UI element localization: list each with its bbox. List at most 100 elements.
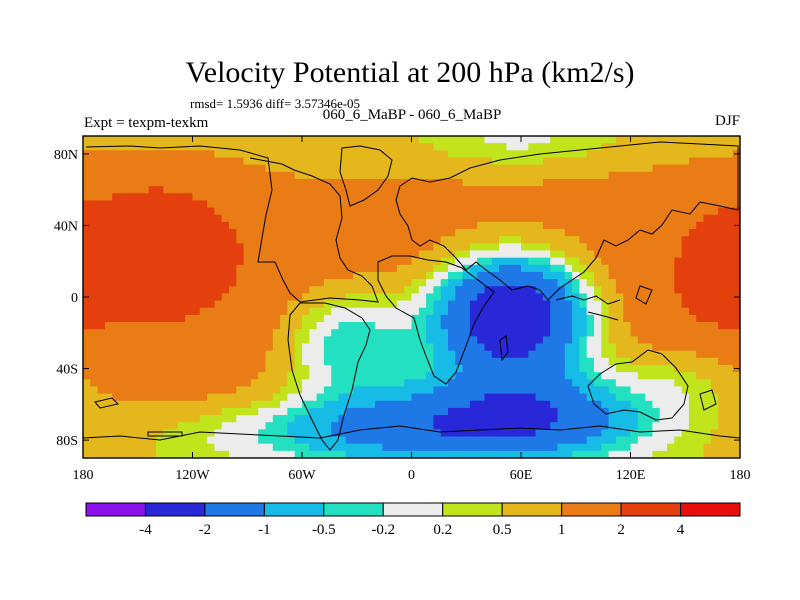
field-cell xyxy=(462,229,471,237)
field-cell xyxy=(630,221,639,230)
field-cell xyxy=(557,422,566,430)
field-cell xyxy=(513,150,522,159)
field-cell xyxy=(557,271,566,280)
field-cell xyxy=(703,214,712,223)
field-cell xyxy=(112,250,121,259)
field-cell xyxy=(623,164,632,173)
field-cell xyxy=(732,207,740,216)
field-cell xyxy=(389,229,398,237)
field-cell xyxy=(192,379,201,388)
field-cell xyxy=(229,264,237,273)
field-cell xyxy=(199,422,208,430)
field-cell xyxy=(448,157,456,166)
field-cell xyxy=(623,178,632,187)
field-cell xyxy=(688,329,697,337)
field-cell xyxy=(557,329,566,337)
field-cell xyxy=(557,429,566,438)
field-cell xyxy=(645,407,653,416)
field-cell xyxy=(455,393,464,402)
field-cell xyxy=(207,357,215,366)
field-cell xyxy=(148,157,157,166)
field-cell xyxy=(375,221,383,230)
field-cell xyxy=(375,293,383,302)
field-cell xyxy=(506,164,515,173)
field-cell xyxy=(564,429,573,438)
field-cell xyxy=(119,443,128,452)
field-cell xyxy=(287,186,296,194)
field-cell xyxy=(243,229,252,237)
field-cell xyxy=(615,207,624,216)
field-cell xyxy=(586,243,595,252)
field-cell xyxy=(637,300,646,309)
field-cell xyxy=(396,314,405,323)
field-cell xyxy=(294,450,303,458)
field-cell xyxy=(462,250,471,259)
field-cell xyxy=(83,193,91,201)
field-cell xyxy=(126,243,135,252)
field-cell xyxy=(469,136,478,144)
field-cell xyxy=(696,221,705,230)
field-cell xyxy=(375,271,383,280)
field-cell xyxy=(316,322,325,330)
field-cell xyxy=(462,171,471,180)
field-cell xyxy=(513,415,522,423)
field-cell xyxy=(667,400,675,409)
field-cell xyxy=(637,279,646,287)
field-cell xyxy=(542,293,551,302)
field-cell xyxy=(674,221,683,230)
field-cell xyxy=(418,229,427,237)
colorbar-level-label: -0.5 xyxy=(312,522,336,538)
field-cell xyxy=(323,314,332,323)
field-cell xyxy=(134,171,142,180)
field-cell xyxy=(637,400,646,409)
field-cell xyxy=(732,386,740,395)
field-cell xyxy=(90,293,99,302)
field-cell xyxy=(499,293,507,302)
field-cell xyxy=(207,293,215,302)
field-cell xyxy=(207,343,215,352)
field-cell xyxy=(535,221,544,230)
field-cell xyxy=(302,214,310,223)
field-cell xyxy=(572,443,580,452)
field-cell xyxy=(513,136,522,144)
field-cell xyxy=(586,350,595,359)
field-cell xyxy=(513,350,522,359)
field-cell xyxy=(674,186,683,194)
field-cell xyxy=(484,143,493,151)
field-cell xyxy=(199,364,208,373)
field-cell xyxy=(309,250,318,259)
field-cell xyxy=(601,243,610,252)
field-cell xyxy=(90,257,99,266)
field-cell xyxy=(645,307,653,316)
field-cell xyxy=(469,293,478,302)
field-cell xyxy=(572,271,580,280)
field-cell xyxy=(674,250,683,259)
field-cell xyxy=(353,422,361,430)
field-cell xyxy=(112,293,121,302)
field-cell xyxy=(732,193,740,201)
field-cell xyxy=(433,200,442,209)
field-cell xyxy=(645,264,653,273)
field-cell xyxy=(163,386,172,395)
field-cell xyxy=(345,350,354,359)
field-cell xyxy=(645,221,653,230)
field-cell xyxy=(185,379,194,388)
field-cell xyxy=(455,279,464,287)
field-cell xyxy=(513,300,522,309)
field-cell xyxy=(382,343,391,352)
field-cell xyxy=(572,407,580,416)
field-cell xyxy=(258,271,267,280)
field-cell xyxy=(491,393,500,402)
field-cell xyxy=(199,164,208,173)
field-cell xyxy=(272,329,281,337)
field-cell xyxy=(280,386,288,395)
field-cell xyxy=(637,372,646,380)
field-cell xyxy=(229,207,237,216)
field-cell xyxy=(112,200,121,209)
field-cell xyxy=(177,221,186,230)
field-cell xyxy=(630,171,639,180)
field-cell xyxy=(258,336,267,345)
field-cell xyxy=(426,271,434,280)
field-cell xyxy=(528,450,537,458)
field-cell xyxy=(506,236,515,244)
